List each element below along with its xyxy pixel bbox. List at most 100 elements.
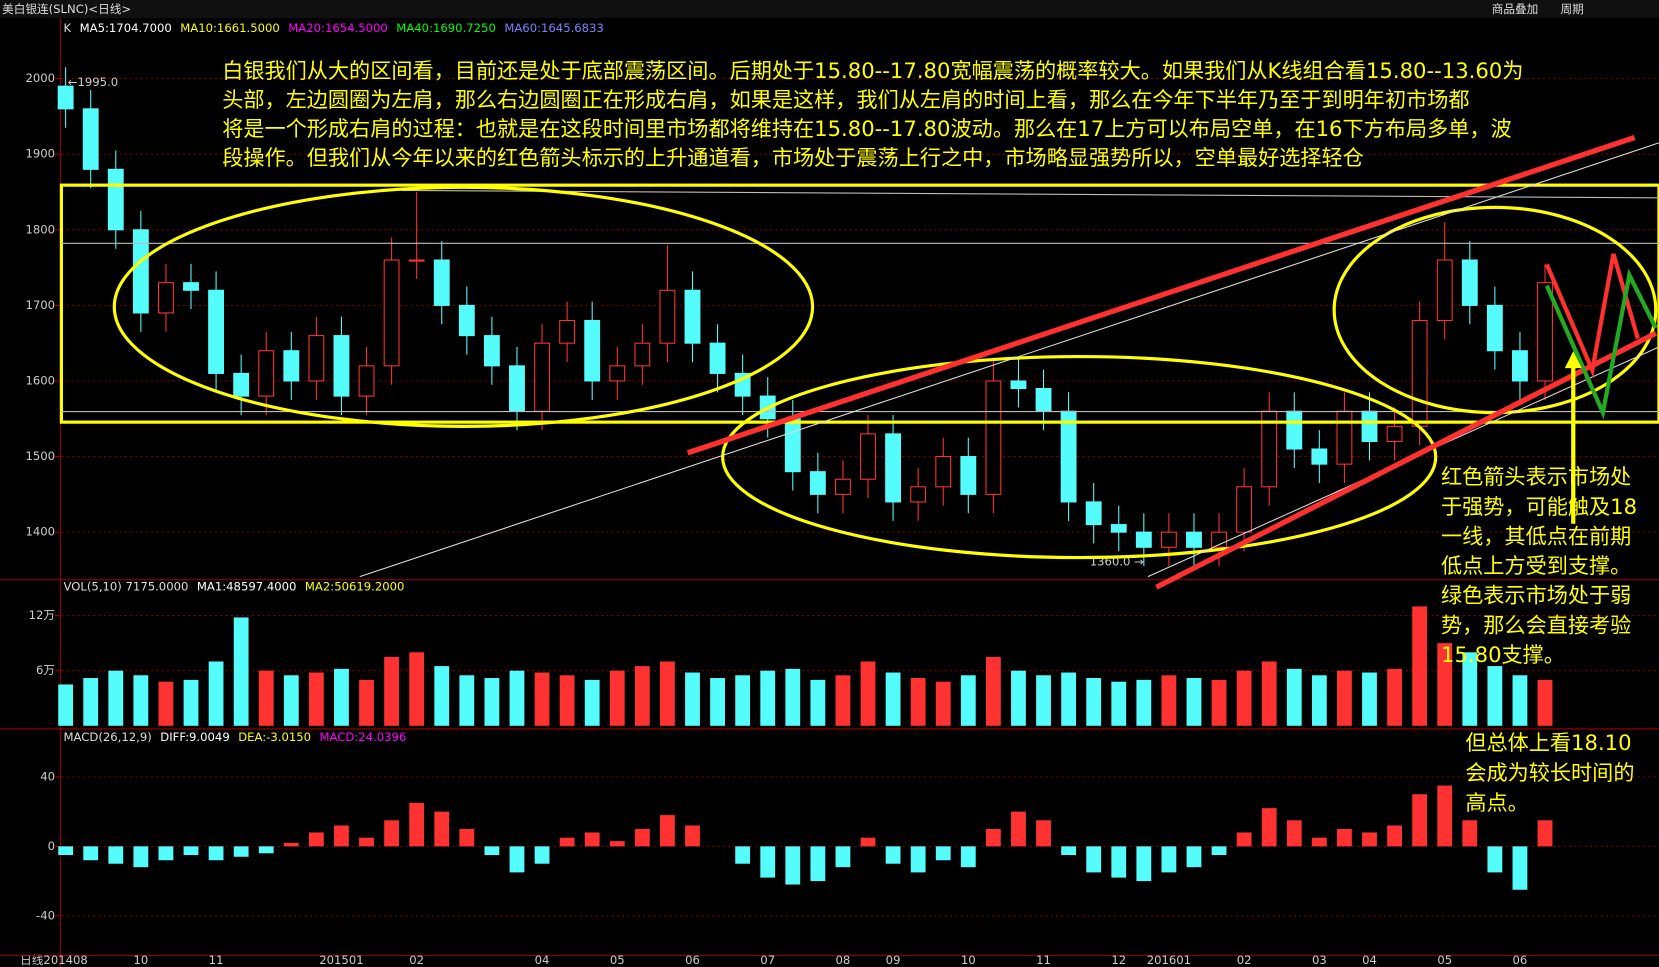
volume-bar [1186,678,1202,726]
candle-body [910,486,927,503]
macd-bar [810,846,826,882]
volume-bar [1311,675,1327,726]
volume-bar [384,656,400,726]
macd-bar [359,837,374,847]
volume-bar [183,679,199,726]
candle-body [1035,388,1052,412]
volume-bar [785,668,801,726]
x-tick-label: 02 [1237,953,1252,967]
volume-bar [409,652,425,726]
side-note: 于强势，可能触及18 [1441,494,1637,519]
candle-body [433,259,450,306]
candle-body [1085,501,1102,526]
y-tick-label: 0 [48,839,55,853]
bear-path [1544,268,1658,420]
macd-bar [208,846,224,861]
y-tick-label: 1600 [25,373,55,387]
candle-body [132,229,149,314]
panel-label: K [64,21,72,35]
channel-arrow [686,135,1636,456]
y-tick-label: 40 [40,769,55,783]
macd-bar [910,846,926,873]
annotation-shapes [59,135,1659,590]
legend-entry: MACD:24.0396 [320,730,407,744]
y-tick-label: 2000 [25,71,55,85]
analysis-text: 将是一个形成右肩的过程：也就是在这段时间里市场都将维持在15.80--17.80… [222,116,1511,141]
macd-bar [685,825,700,847]
candle-body [1135,531,1152,548]
candle-body [1386,425,1403,442]
macd-bar [1512,846,1528,890]
x-tick-label: 10 [961,953,976,967]
x-tick-label: 02 [409,953,424,967]
overlay-button[interactable]: 商品叠加 [1492,2,1539,16]
macd-bar [1387,825,1402,847]
volume-bar [584,679,600,726]
x-tick-label: 04 [1362,953,1377,967]
volume-bar [484,678,500,726]
volume-bar [685,672,700,726]
macd-bar [509,846,525,873]
candle-body [1336,410,1353,465]
legend-entry: MA60:1645.6833 [504,21,604,35]
volume-bar [359,679,374,726]
x-tick-label: 201601 [1147,953,1191,967]
macd-bar [1061,846,1077,856]
candle-body [1236,486,1253,533]
pointer-head [1564,351,1582,369]
macd-bar [1487,846,1503,873]
macd-bar [1437,785,1453,847]
y-tick-label: 1800 [25,222,55,236]
macd-bar [534,846,550,864]
candle-body [208,289,225,374]
macd-bar [1186,846,1202,868]
conclusion-text: 高点。 [1465,790,1528,815]
candle-body [308,335,325,382]
volume-bar [1362,672,1377,726]
side-note: 绿色表示市场处于弱 [1441,583,1631,608]
volume-bar [459,675,475,726]
x-tick-label: 11 [209,953,224,967]
volume-bar [735,675,751,726]
candle-body [1060,410,1077,503]
macd-bar [1261,808,1277,847]
candle-body [1160,531,1177,548]
macd-bar [233,846,249,857]
x-tick-label: 05 [610,953,625,967]
macd-bar [960,846,976,868]
macd-bar [459,828,475,847]
panel-label: VOL(5,10) 7175.0000 [64,580,189,594]
macd-bar [58,846,74,856]
candle-body [935,456,952,488]
macd-bar [885,846,901,864]
x-tick-label: 201408 [43,953,87,967]
macd-bar [1136,846,1152,882]
x-tick-label: 12 [1111,953,1126,967]
trend-line [359,142,1659,578]
macd-bar [1537,820,1553,847]
volume-bar [233,617,249,726]
volume-bar [960,675,976,726]
volume-bar [1512,675,1528,726]
period-button[interactable]: 周期 [1561,2,1584,16]
macd-bar [1086,846,1102,873]
volume-bar [1337,670,1352,726]
candle-body [82,108,99,170]
x-tick-label: 06 [1513,953,1528,967]
conclusion-text: 但总体上看18.10 [1465,730,1631,755]
volume-bar [559,675,575,726]
analysis-text: 白银我们从大的区间看，目前还是处于底部震荡区间。后期处于15.80--17.80… [222,58,1523,83]
x-tick-label: 10 [133,953,148,967]
legend-entry: MA2:50619.2000 [305,580,405,594]
y-tick-label: 1900 [25,147,55,161]
candle-body [509,365,525,412]
analysis-text: 头部，左边圆圈为左肩，那么右边圆圈正在形成右肩，如果是这样，我们从左肩的时间上看… [222,87,1469,112]
candle-body [609,365,626,382]
macd-bar [584,832,600,847]
candle-body [659,289,676,344]
volume-bar [1086,678,1102,726]
candle-body [383,259,400,367]
volume-bar [835,675,851,726]
